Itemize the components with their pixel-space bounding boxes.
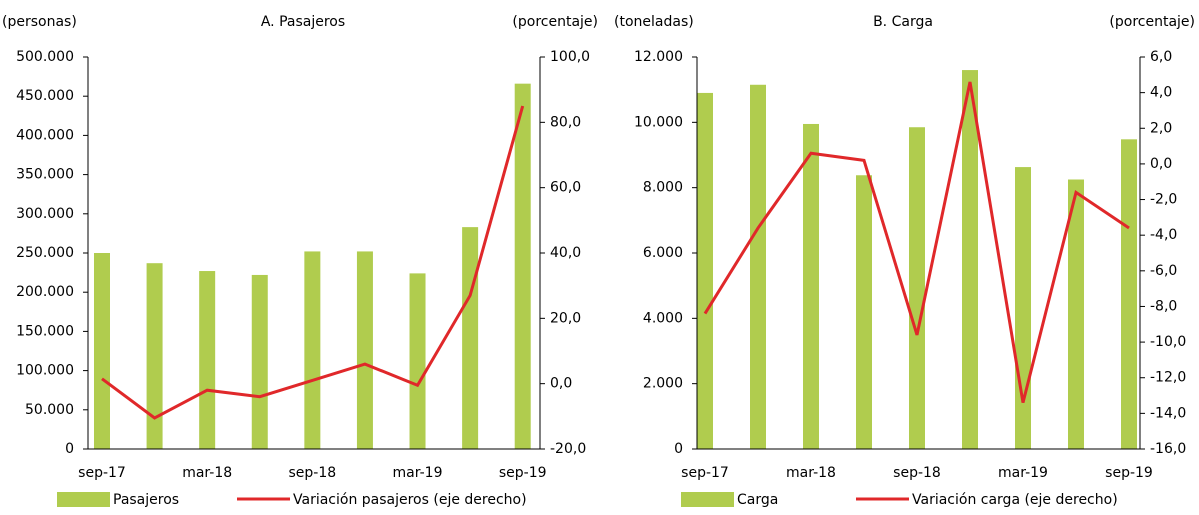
y2-tick-label: 6,0 — [1150, 49, 1172, 65]
x-tick-label: mar-18 — [182, 465, 232, 481]
bar — [750, 84, 766, 450]
y-tick-label: 2.000 — [643, 376, 683, 392]
line — [703, 81, 1130, 404]
panel-title: B. Carga — [873, 14, 933, 30]
y-tick-label: 350.000 — [16, 167, 74, 183]
y2-tick-label: -14,0 — [1150, 405, 1186, 421]
y-tick-label: 8.000 — [643, 180, 683, 196]
bar — [462, 227, 479, 449]
y2-tick-label: -16,0 — [1150, 441, 1186, 457]
bar — [1121, 139, 1137, 449]
y-tick-label: 12.000 — [634, 49, 683, 65]
y2-tick-label: 4,0 — [1150, 85, 1172, 101]
y-tick-label: 250.000 — [16, 245, 74, 261]
y-tick-label: 400.000 — [16, 127, 74, 143]
y2-tick-label: 2,0 — [1150, 120, 1172, 136]
y2-tick-label: 60,0 — [550, 180, 581, 196]
bar — [856, 175, 872, 449]
y-axis-label: (personas) — [2, 14, 77, 30]
y2-tick-label: -12,0 — [1150, 370, 1186, 386]
bar — [909, 127, 925, 449]
y2-axis-label: (porcentaje) — [512, 14, 598, 30]
y-tick-label: 10.000 — [634, 114, 683, 130]
legend-label: Carga — [737, 492, 778, 508]
y-tick-label: 6.000 — [643, 245, 683, 261]
y2-tick-label: 0,0 — [550, 376, 572, 392]
bar — [962, 70, 978, 450]
y2-tick-label: 100,0 — [550, 49, 590, 65]
bar — [356, 251, 373, 449]
legend-swatch — [681, 492, 734, 507]
y-tick-label: 0 — [674, 441, 683, 457]
y-tick-label: 150.000 — [16, 323, 74, 339]
y-tick-label: 0 — [65, 441, 74, 457]
y2-tick-label: 0,0 — [1150, 156, 1172, 172]
x-tick-label: mar-18 — [786, 465, 836, 481]
y-tick-label: 4.000 — [643, 310, 683, 326]
x-tick-label: sep-18 — [893, 465, 941, 481]
x-tick-label: sep-17 — [681, 465, 729, 481]
x-tick-label: mar-19 — [393, 465, 443, 481]
y2-tick-label: 40,0 — [550, 245, 581, 261]
bar — [199, 271, 216, 449]
x-tick-label: mar-19 — [998, 465, 1048, 481]
bar — [304, 251, 321, 449]
legend-label: Variación carga (eje derecho) — [912, 492, 1118, 508]
y-tick-label: 450.000 — [16, 88, 74, 104]
x-tick-label: sep-18 — [289, 465, 337, 481]
y-tick-label: 200.000 — [16, 284, 74, 300]
y2-tick-label: -20,0 — [550, 441, 586, 457]
y2-axis-label: (porcentaje) — [1109, 14, 1195, 30]
bar — [409, 273, 426, 449]
y2-tick-label: -10,0 — [1150, 334, 1186, 350]
y2-tick-label: -2,0 — [1150, 192, 1177, 208]
y-axis-label: (toneladas) — [614, 14, 694, 30]
y-tick-label: 100.000 — [16, 363, 74, 379]
y-tick-label: 500.000 — [16, 49, 74, 65]
legend-label: Variación pasajeros (eje derecho) — [293, 492, 527, 508]
bar — [251, 274, 268, 449]
bar — [803, 123, 819, 449]
y2-tick-label: 80,0 — [550, 114, 581, 130]
y2-tick-label: -8,0 — [1150, 298, 1177, 314]
bar — [146, 263, 163, 449]
bar — [93, 253, 110, 449]
y2-tick-label: -6,0 — [1150, 263, 1177, 279]
y2-tick-label: -4,0 — [1150, 227, 1177, 243]
line — [101, 105, 525, 420]
bar — [514, 83, 531, 449]
x-tick-label: sep-19 — [499, 465, 547, 481]
x-tick-label: sep-19 — [1105, 465, 1153, 481]
legend-label: Pasajeros — [113, 492, 179, 508]
y-tick-label: 300.000 — [16, 206, 74, 222]
y2-tick-label: 20,0 — [550, 310, 581, 326]
x-tick-label: sep-17 — [78, 465, 126, 481]
legend-swatch — [57, 492, 110, 507]
panel-title: A. Pasajeros — [261, 14, 345, 30]
y-tick-label: 50.000 — [25, 402, 74, 418]
bar — [1015, 167, 1031, 449]
bar — [1068, 179, 1084, 449]
bar — [697, 92, 713, 449]
